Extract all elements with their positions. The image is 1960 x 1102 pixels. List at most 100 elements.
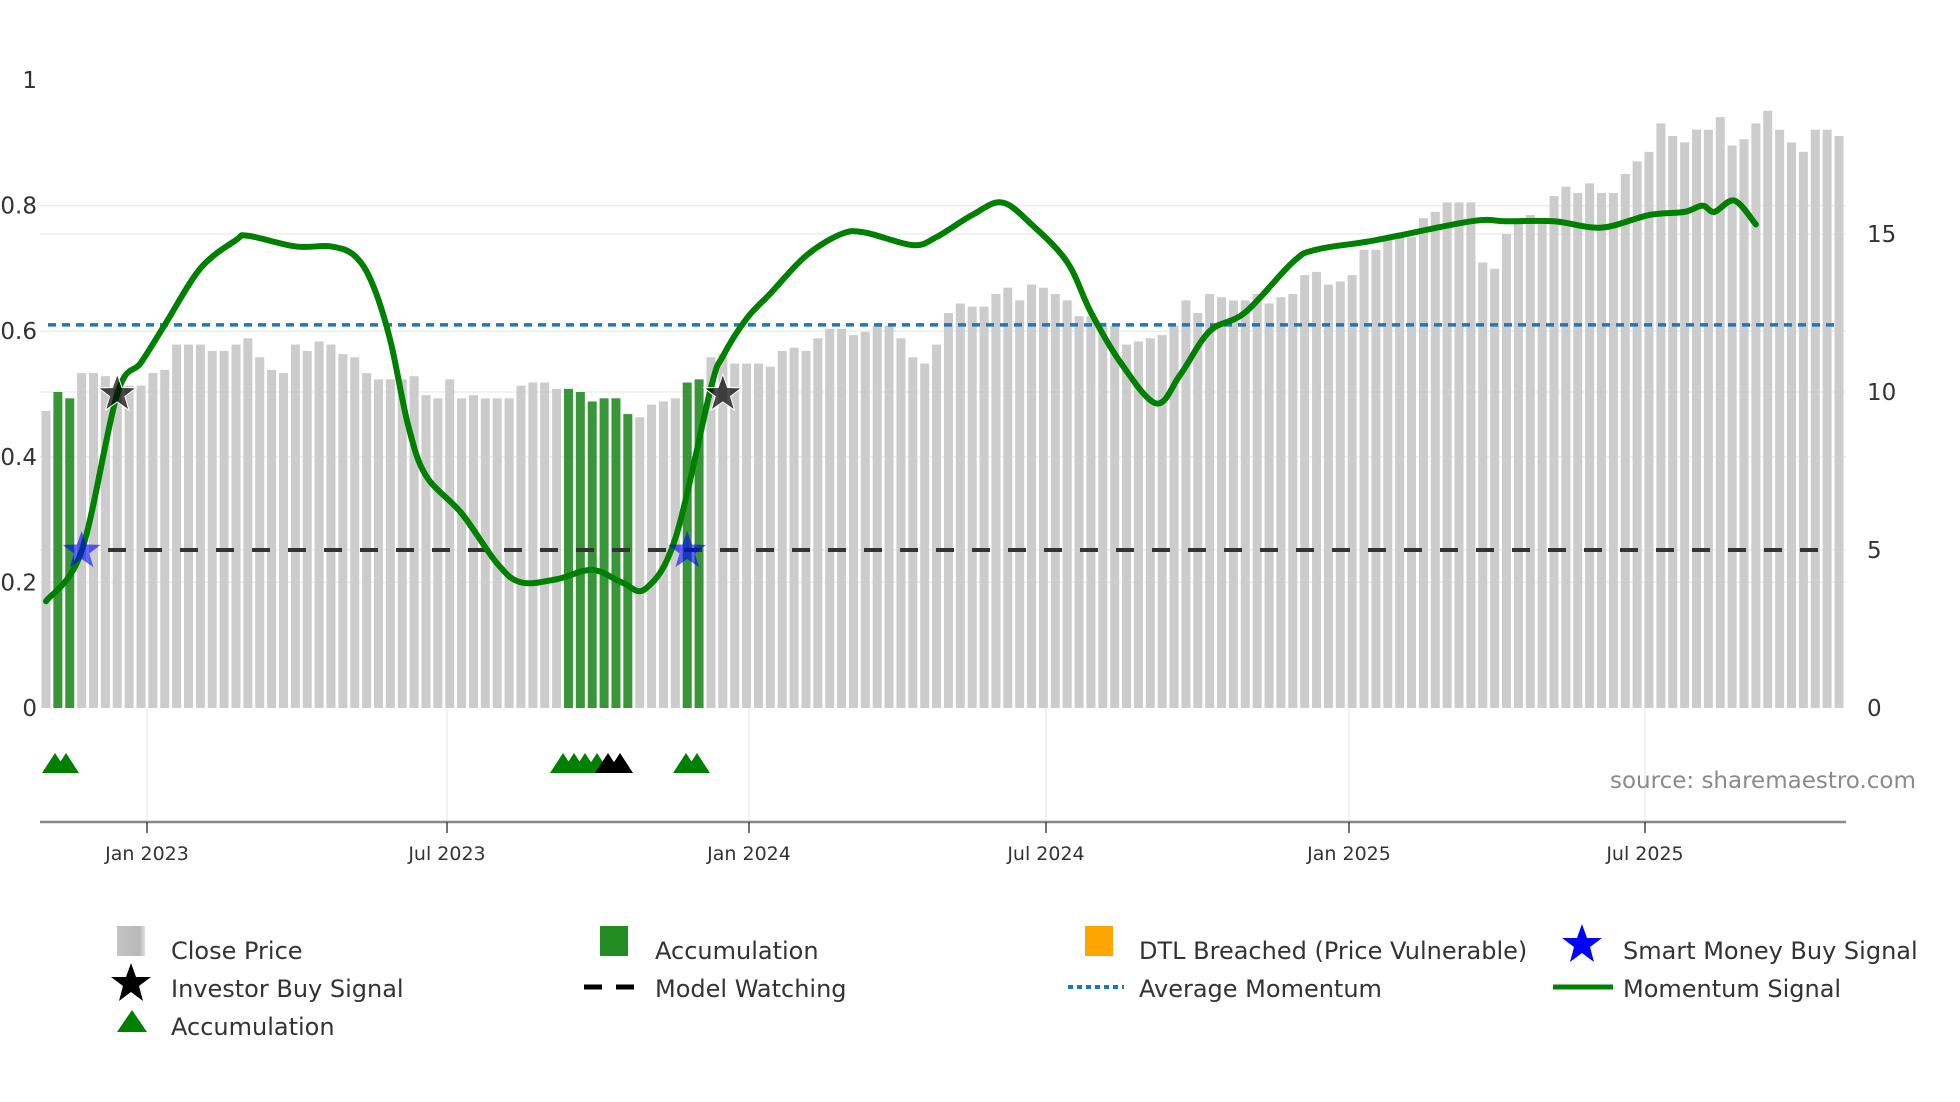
close-price-bar	[385, 379, 395, 708]
close-price-bar	[1430, 211, 1440, 708]
momentum-signal-line	[43, 197, 1759, 605]
close-price-bar	[1680, 142, 1690, 709]
close-price-bar	[1537, 218, 1547, 708]
close-price-bar	[433, 398, 443, 708]
close-price-bar	[160, 369, 170, 708]
close-price-bar	[1561, 186, 1571, 709]
close-price-bar	[1454, 202, 1464, 708]
accumulation-bar	[563, 388, 573, 708]
close-price-bar	[302, 350, 312, 708]
close-price-bar	[278, 373, 288, 708]
close-price-bar	[1086, 316, 1096, 708]
close-price-bar	[540, 382, 550, 708]
close-price-bar	[753, 363, 763, 708]
accumulation-bar	[623, 414, 633, 708]
close-price-bar	[860, 331, 870, 708]
close-price-bar	[421, 395, 431, 708]
close-price-bar	[1038, 287, 1048, 708]
close-price-bar	[706, 357, 716, 708]
close-price-bar	[1359, 249, 1369, 709]
accumulation-black-triangle-icon	[607, 753, 633, 773]
close-price-bar	[1644, 151, 1654, 709]
close-price-bar	[41, 410, 51, 708]
left-tick-label: 0.6	[0, 319, 37, 345]
investor-star-icon	[96, 372, 138, 412]
close-price-bar	[647, 404, 657, 708]
close-price-bar	[314, 341, 324, 708]
close-price-bar	[1217, 297, 1227, 708]
close-price-bar	[1703, 129, 1713, 709]
close-price-bar	[1062, 300, 1072, 708]
close-price-bars	[41, 110, 1844, 709]
close-price-bar	[1205, 294, 1215, 708]
close-price-bar	[1193, 313, 1203, 708]
close-price-bar	[1312, 271, 1322, 708]
close-price-bar	[1466, 202, 1476, 708]
close-price-bar	[1810, 129, 1820, 709]
close-price-bar	[1727, 145, 1737, 708]
close-price-bar	[172, 344, 182, 708]
close-price-bar	[1323, 284, 1333, 708]
close-price-bar	[848, 335, 858, 708]
left-tick-label: 1	[22, 68, 37, 94]
close-price-bar	[1395, 237, 1405, 708]
investor-star-icon	[702, 372, 744, 412]
close-price-bar	[457, 398, 467, 708]
close-price-bar	[1751, 123, 1761, 708]
close-price-bar	[88, 373, 98, 708]
close-price-bar	[777, 350, 787, 708]
close-price-bar	[492, 398, 502, 708]
signal-stars	[62, 372, 744, 568]
x-tick-label: Jul 2023	[407, 843, 485, 865]
close-price-bar	[338, 354, 348, 708]
close-price-bar	[255, 357, 265, 708]
close-price-bar	[1288, 294, 1298, 708]
close-price-bar	[813, 338, 823, 708]
close-price-bar	[742, 363, 752, 708]
close-price-bar	[183, 344, 193, 708]
left-tick-label: 0.8	[0, 194, 37, 220]
close-price-bar	[825, 328, 835, 708]
right-tick-label: 5	[1867, 538, 1882, 564]
close-price-bar	[148, 373, 158, 708]
accumulation-bar	[587, 401, 597, 708]
close-price-bar	[884, 325, 894, 708]
accumulation-bar	[599, 398, 609, 708]
close-price-bar	[504, 398, 514, 708]
x-tick-label: Jul 2025	[1605, 843, 1683, 865]
close-price-bar	[1608, 192, 1618, 709]
accumulation-bar	[53, 392, 63, 708]
close-price-bar	[1240, 300, 1250, 708]
close-price-bar	[955, 303, 965, 708]
accumulation-bar	[65, 398, 75, 708]
accumulation-bar	[694, 379, 704, 708]
close-price-bar	[1407, 237, 1417, 708]
close-price-bar	[1739, 139, 1749, 708]
close-price-bar	[1798, 151, 1808, 709]
close-price-bar	[635, 417, 645, 708]
close-price-bar	[528, 382, 538, 708]
close-price-bar	[219, 350, 229, 708]
close-price-bar	[1442, 202, 1452, 708]
close-price-bar	[1573, 192, 1583, 709]
axes: Jan 2023 Jul 2023 Jan 2024 Jul 2024 Jan 2025…	[0, 68, 1896, 865]
close-price-bar	[1157, 335, 1167, 708]
close-price-bar	[1763, 110, 1773, 708]
close-price-bar	[1502, 234, 1512, 708]
close-price-bar	[1050, 294, 1060, 708]
close-price-bar	[397, 379, 407, 708]
close-price-bar	[516, 385, 526, 708]
close-price-bar	[1133, 341, 1143, 708]
close-price-bar	[1715, 117, 1725, 708]
close-price-bar	[1347, 275, 1357, 708]
close-price-bar	[136, 385, 146, 708]
close-price-bar	[362, 373, 372, 708]
close-price-bar	[1490, 268, 1500, 708]
close-price-bar	[1585, 183, 1595, 708]
close-price-bar	[1775, 129, 1785, 709]
right-tick-label: 15	[1867, 222, 1896, 248]
accumulation-bar	[611, 398, 621, 708]
left-tick-label: 0.4	[0, 445, 37, 471]
close-price-bar	[730, 363, 740, 708]
